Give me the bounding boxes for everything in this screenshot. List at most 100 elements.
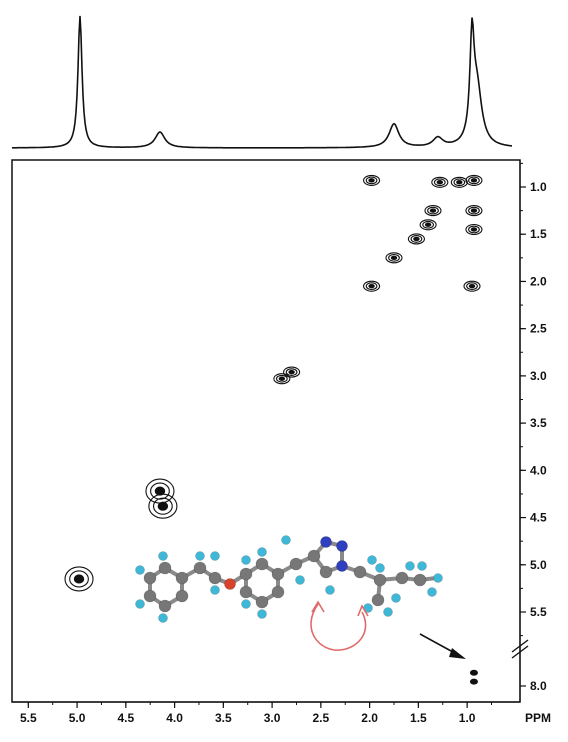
pointer-arrowhead: [449, 648, 466, 659]
x-tick-label: 4.5: [117, 711, 134, 725]
contour-ring: [385, 252, 403, 264]
cross-peak-core: [471, 178, 477, 183]
contour-ring: [365, 282, 378, 291]
contour-ring: [273, 373, 291, 385]
cross-peak-core: [456, 180, 462, 184]
carbon-atom: [319, 565, 333, 579]
contour-ring: [463, 280, 481, 292]
fluorine-atom: [433, 573, 443, 583]
hydrogen-atom: [375, 563, 385, 573]
projection-trace: [12, 15, 513, 149]
carbon-atom: [371, 593, 385, 607]
contour-ring: [468, 176, 480, 185]
carbon-atom: [175, 589, 189, 603]
x-axis-label: PPM: [525, 711, 551, 725]
contour-ring: [468, 206, 480, 215]
y-axis: 1.0 1.5 2.0 2.5 3.0 3.5 4.0 4.5 5.0 5.5 8.0: [511, 160, 547, 702]
hydrogen-atom: [281, 535, 291, 545]
contour-ring: [388, 253, 400, 262]
cross-peak-core: [413, 237, 420, 241]
hydrogen-atom: [295, 575, 305, 585]
carbon-atom: [255, 595, 269, 609]
hydrogen-atom: [257, 609, 267, 619]
hydrogen-atom: [241, 555, 251, 565]
hydrogen-atom: [325, 585, 335, 595]
y-tick-label: 1.0: [530, 180, 547, 194]
y-tick-label: 4.5: [530, 511, 547, 525]
carbon-atom: [413, 573, 427, 587]
hydrogen-atom: [241, 599, 251, 609]
y-tick-label: 2.0: [530, 274, 547, 288]
x-tick-label: 5.0: [69, 711, 86, 725]
carbon-atom: [158, 599, 172, 613]
cross-peak-core: [471, 227, 477, 232]
carbon-atom: [175, 571, 189, 585]
contour-ring: [153, 497, 173, 515]
axis-break-mark: [511, 639, 529, 653]
contour-ring: [148, 493, 178, 519]
hydrogen-atom: [158, 613, 168, 623]
contour-ring: [422, 220, 435, 229]
contour-ring: [468, 225, 480, 234]
nitrogen-atom: [336, 540, 348, 552]
y-tick-label: 3.5: [530, 416, 547, 430]
contour-ring: [465, 223, 483, 236]
carbon-atom: [307, 549, 321, 563]
carbon-atom: [193, 561, 207, 575]
contour-ring: [285, 368, 298, 376]
nitrogen-atom: [320, 536, 332, 548]
contour-ring: [466, 282, 478, 291]
y-tick-label: 5.5: [530, 605, 547, 619]
carbon-atom: [373, 573, 387, 587]
cross-peak-core: [368, 178, 375, 183]
x-tick-label: 5.5: [20, 711, 37, 725]
fluorine-atom: [427, 587, 437, 597]
y-tick-label: 3.0: [530, 369, 547, 383]
cross-peak: [450, 176, 468, 188]
carbon-atom: [395, 571, 409, 585]
x-tick-label: 4.0: [166, 711, 183, 725]
x-tick-label: 1.5: [410, 711, 427, 725]
contour-ring: [363, 174, 381, 186]
cross-peak-core: [430, 208, 436, 213]
noe-arrowhead: [311, 600, 325, 613]
y-tick-label: 5.0: [530, 558, 547, 572]
x-tick-label: 3.0: [264, 711, 281, 725]
plot-border: [11, 159, 521, 703]
contour-ring: [275, 374, 288, 383]
hydrogen-atom: [210, 551, 220, 561]
cross-peak: [273, 373, 291, 385]
cross-peak-core: [437, 180, 443, 184]
x-tick-label: 2.0: [361, 711, 378, 725]
contour-ring: [453, 178, 466, 187]
contour-ring: [419, 219, 437, 231]
cross-peak: [363, 280, 381, 292]
x-tick-label: 2.5: [313, 711, 330, 725]
hydrogen-atom: [195, 551, 205, 561]
contour-ring: [407, 233, 425, 245]
contour-ring: [433, 178, 446, 187]
cross-peak: [385, 252, 403, 264]
carbon-atom: [239, 585, 253, 599]
x-axis: 5.5 5.0 4.5 4.0 3.5 3.0 2.5 2.0 1.5 1.0 PPM: [12, 701, 551, 725]
y-tick-label: 8.0: [530, 679, 547, 693]
cross-peak-core: [155, 487, 165, 496]
fluorine-atom: [391, 593, 401, 603]
contour-ring: [431, 176, 449, 188]
oxygen-atom: [224, 578, 236, 590]
cross-peak-core: [391, 256, 397, 260]
carbon-atom: [208, 571, 222, 585]
noe-arrow-curve: [310, 603, 367, 651]
cross-peak-core: [471, 208, 477, 213]
carbon-atom: [255, 557, 269, 571]
molecule-structure-image: [135, 535, 443, 623]
cross-peak-core: [469, 678, 478, 685]
hydrogen-atom: [257, 547, 267, 557]
carbon-atom: [271, 585, 285, 599]
cross-peak: [424, 205, 442, 217]
fluorine-atom: [417, 561, 427, 571]
contour-ring: [365, 176, 378, 185]
1d-projection: [12, 15, 513, 149]
